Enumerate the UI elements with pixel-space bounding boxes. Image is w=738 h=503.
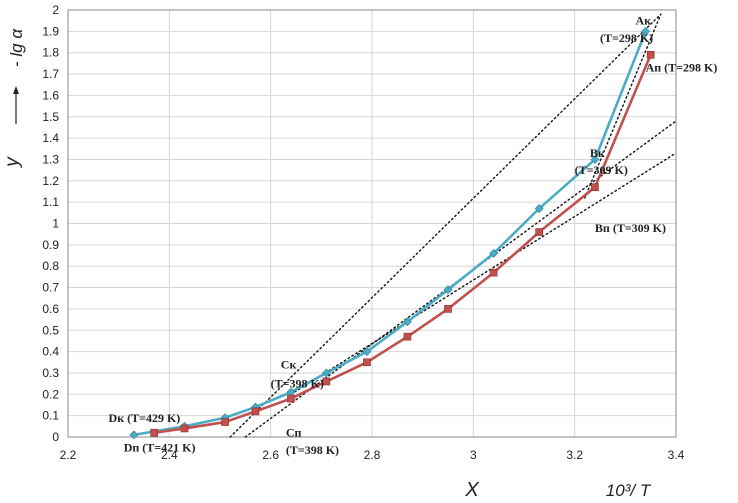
x-tick-label: 3.4 (668, 448, 685, 462)
x-tick-label: 2.4 (161, 448, 178, 462)
data-point (363, 358, 371, 367)
x-tick-label: 3.2 (566, 448, 583, 462)
y-tick-label: 1.5 (42, 110, 59, 124)
data-point (251, 407, 260, 416)
data-point (534, 204, 544, 213)
y-axis-formula: - lg α (7, 28, 26, 67)
annotation-label: Cк (281, 357, 297, 371)
y-tick-label: 0.9 (42, 238, 59, 252)
annotation-label: Aп (T=298 K) (646, 61, 718, 75)
annotation-label: Bп (T=309 K) (595, 221, 666, 235)
y-axis-label: y (2, 156, 23, 169)
data-point (646, 51, 655, 59)
data-point (591, 183, 599, 192)
data-point (641, 26, 651, 36)
grid (67, 9, 677, 438)
y-tick-labels: 0 0.1 0.2 0.3 0.4 0.5 0.6 0.7 0.8 0.9 1 1.1 1.2 1.3 1.… (42, 3, 59, 444)
y-tick-label: 1.7 (42, 67, 59, 81)
y-tick-label: 1.4 (42, 131, 59, 145)
data-point (150, 428, 158, 437)
data-point (129, 430, 139, 440)
data-point (443, 285, 453, 295)
annotation-label: Dк (T=429 K) (109, 411, 181, 425)
fit-line (584, 13, 662, 199)
y-tick-label: 0.6 (42, 302, 59, 316)
y-tick-label: 2 (52, 3, 59, 17)
x-axis-label: X (464, 479, 479, 501)
y-tick-label: 0.3 (42, 366, 59, 380)
annotation-label: Dп (T=421 K) (124, 441, 196, 455)
y-tick-label: 0.5 (42, 323, 59, 337)
y-tick-label: 0.7 (42, 281, 59, 295)
data-point (362, 347, 372, 357)
annotation-label: (T=398 K) (271, 377, 324, 391)
fit-line (229, 13, 662, 438)
data-point (321, 368, 331, 378)
y-tick-label: 1.2 (42, 174, 59, 188)
series-lines (133, 30, 652, 437)
series-line-2 (153, 54, 652, 435)
y-tick-label: 1.6 (42, 88, 59, 102)
data-point (403, 317, 412, 327)
annotation-label: Bк (590, 146, 605, 160)
annotation-label: (T=298 K) (600, 31, 653, 45)
y-tick-label: 0.1 (42, 409, 59, 423)
data-point (489, 268, 498, 277)
data-point (221, 418, 229, 426)
fit-line (290, 152, 677, 395)
annotation-label: Cп (286, 426, 302, 440)
annotations: Aк (T=298 K) Aп (T=298 K) Bк (T=309 K) Bп (T=… (109, 14, 718, 457)
x-axis-formula: 10³/ T (606, 481, 652, 500)
x-tick-label: 2.2 (60, 448, 77, 462)
y-tick-label: 1 (52, 217, 59, 231)
data-point (180, 424, 189, 433)
y-tick-label: 1.3 (42, 152, 59, 166)
data-point (489, 248, 499, 258)
data-point (444, 305, 452, 313)
data-point (535, 228, 544, 236)
y-tick-label: 0.2 (42, 387, 59, 401)
data-point (590, 155, 600, 164)
y-axis-arrow (13, 86, 19, 124)
data-point (403, 332, 412, 341)
x-tick-label: 3 (470, 448, 477, 462)
plot-area (67, 9, 677, 438)
series-line-1 (133, 30, 647, 437)
x-tick-labels: 2.2 2.4 2.6 2.8 3 3.2 3.4 (60, 448, 685, 462)
y-tick-label: 1.1 (42, 195, 59, 209)
y-tick-label: 1.9 (42, 24, 59, 38)
y-tick-label: 0 (52, 430, 59, 444)
data-markers (129, 26, 655, 440)
data-point (287, 394, 295, 403)
annotation-label: (T=309 K) (575, 163, 628, 177)
y-tick-label: 0.4 (42, 345, 59, 359)
data-point (322, 377, 331, 386)
annotation-label: (T=398 K) (286, 443, 339, 457)
x-tick-label: 2.6 (262, 448, 279, 462)
y-tick-label: 0.8 (42, 259, 59, 273)
annotation-label: Aк (635, 14, 651, 28)
x-tick-label: 2.8 (364, 448, 381, 462)
y-tick-label: 1.8 (42, 46, 59, 60)
